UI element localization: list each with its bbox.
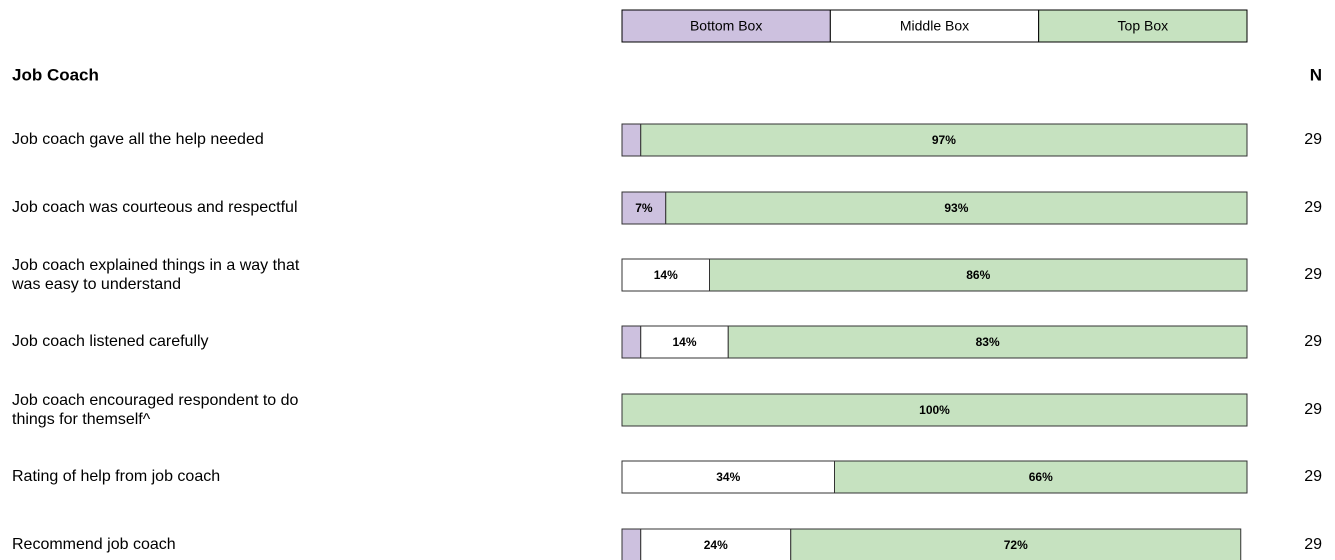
legend-label: Middle Box — [900, 18, 969, 34]
legend-label: Bottom Box — [690, 18, 762, 34]
bar-segment — [640, 528, 792, 560]
n-header: N — [1310, 65, 1322, 84]
legend-label: Top Box — [1118, 18, 1169, 34]
n-value: 29 — [1304, 199, 1322, 216]
value-label: 83% — [976, 335, 1000, 349]
bar-segment — [834, 460, 1248, 494]
category-line: Job coach explained things in a way that — [12, 257, 300, 274]
category-line: Job coach was courteous and respectful — [12, 199, 298, 216]
n-value: 29 — [1304, 401, 1322, 418]
bar-segment — [640, 123, 1248, 157]
value-label: 97% — [932, 133, 956, 147]
value-label: 24% — [704, 538, 728, 552]
bar-segment — [621, 393, 1248, 427]
n-value: 29 — [1304, 333, 1322, 350]
bar-segment — [709, 258, 1248, 292]
category-line: Job coach encouraged respondent to do — [12, 392, 299, 409]
category-line: Recommend job coach — [12, 536, 176, 553]
category-line: Rating of help from job coach — [12, 468, 220, 485]
value-label: 7% — [635, 201, 653, 215]
bar-segment — [640, 325, 729, 359]
category-label: Job coach explained things in a way that… — [11, 257, 300, 293]
legend-swatch — [1038, 9, 1248, 43]
value-label: 14% — [654, 268, 678, 282]
category-label: Recommend job coach — [12, 536, 176, 553]
legend-swatch — [621, 9, 831, 43]
n-value: 29 — [1304, 468, 1322, 485]
legend-swatch — [829, 9, 1040, 43]
value-label: 72% — [1004, 538, 1028, 552]
category-line: Job coach listened carefully — [12, 333, 209, 350]
category-label: Job coach was courteous and respectful — [12, 199, 298, 216]
category-line: things for themself^ — [12, 411, 151, 428]
bar-segment — [621, 123, 642, 157]
n-value: 29 — [1304, 131, 1322, 148]
value-label: 66% — [1029, 470, 1053, 484]
bar-segment — [621, 325, 642, 359]
value-label: 86% — [966, 268, 990, 282]
value-label: 34% — [716, 470, 740, 484]
bar-segment — [621, 191, 667, 225]
category-label: Rating of help from job coach — [12, 468, 220, 485]
bar-segment — [621, 528, 642, 560]
value-label: 100% — [919, 403, 950, 417]
bar-segment — [790, 528, 1242, 560]
chart-title: Job Coach — [12, 65, 99, 84]
category-label: Job coach listened carefully — [12, 333, 209, 350]
bar-segment — [621, 258, 710, 292]
category-label: Job coach gave all the help needed — [12, 131, 264, 148]
value-label: 93% — [944, 201, 968, 215]
category-label: Job coach encouraged respondent to do thi… — [12, 392, 299, 428]
category-line: Job coach gave all the help needed — [12, 131, 264, 148]
bar-segment — [727, 325, 1248, 359]
value-label: 14% — [672, 335, 696, 349]
n-value: 29 — [1304, 536, 1322, 553]
category-line: was easy to understand — [11, 276, 181, 293]
bar-segment — [665, 191, 1248, 225]
n-value: 29 — [1304, 266, 1322, 283]
bar-segment — [621, 460, 835, 494]
